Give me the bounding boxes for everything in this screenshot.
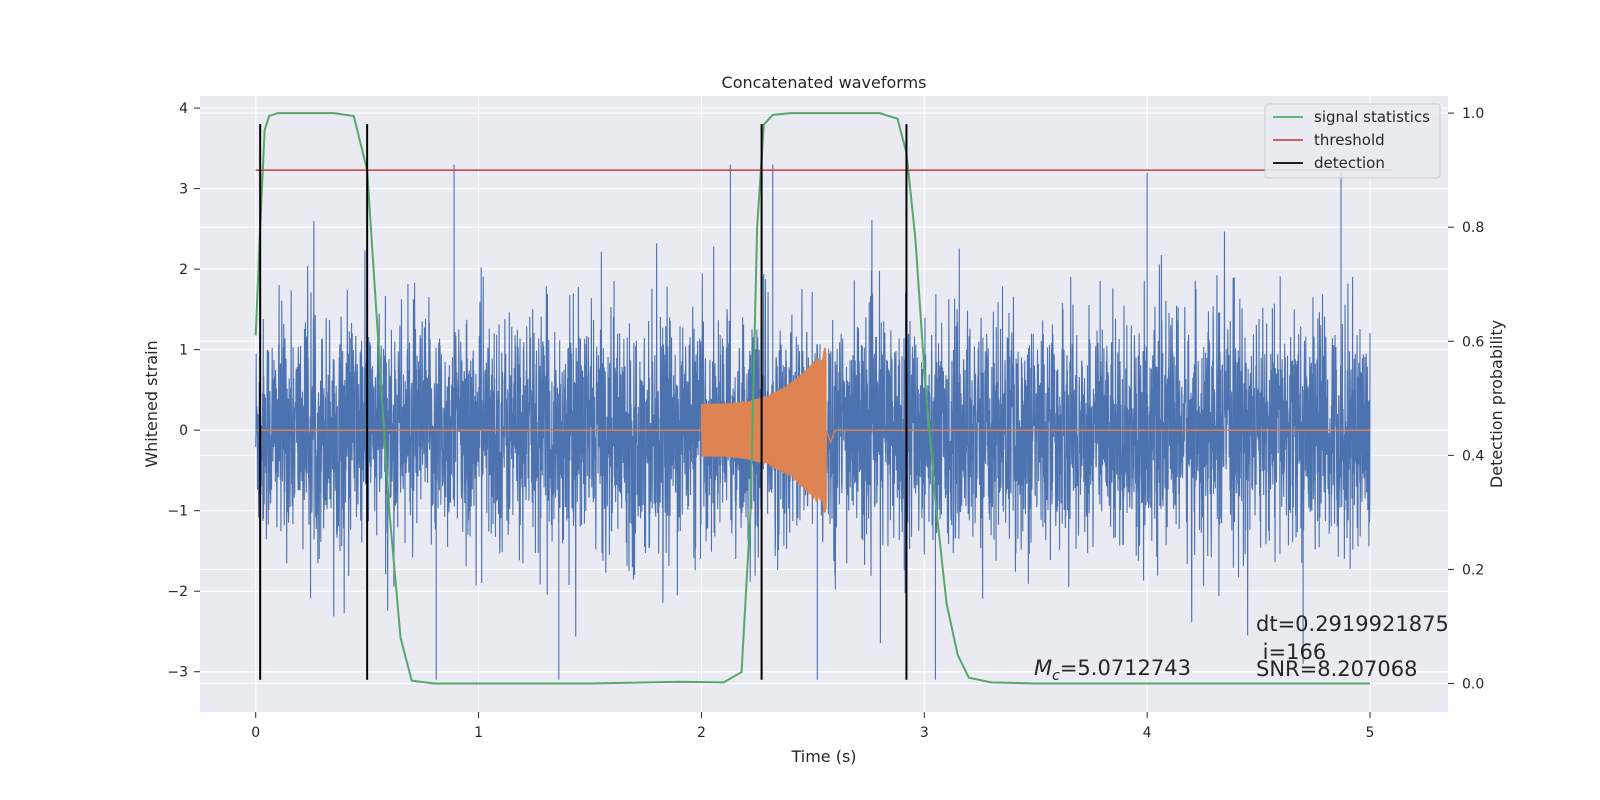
legend-box [1264,103,1441,179]
series-layer [254,112,1393,685]
annotation-snr: SNR=8.207068 [1256,657,1417,681]
legend-label-threshold: threshold [1314,131,1385,149]
legend-label-detection: detection [1314,154,1385,172]
x-tick-label: 0 [251,725,260,741]
y-axis-right-label: Detection probability [1487,320,1506,488]
y-right-tick-label: 0.4 [1462,448,1484,464]
y-left-tick-label: −3 [167,665,188,681]
y-left-tick-label: 3 [179,182,188,198]
annotation-dt: dt=0.2919921875 [1256,612,1449,636]
x-axis-label: Time (s) [790,747,856,766]
annotation-chirp-mass-symbol: M [1034,656,1052,680]
x-tick-label: 5 [1366,725,1375,741]
annotation-chirp-mass: Mc=5.0712743 [1034,656,1191,684]
y-left-tick-label: 0 [179,423,188,439]
y-right-tick-label: 1.0 [1462,106,1484,122]
chart-title: Concatenated waveforms [722,73,927,92]
y-axis-left-label: Whitened strain [142,340,161,467]
annotation-chirp-mass-subscript: c [1052,668,1060,684]
signal-statistics-line [254,112,1370,685]
legend-label-signal-statistics: signal statistics [1314,108,1430,126]
x-tick-label: 1 [474,725,483,741]
annotation-chirp-mass-value: =5.0712743 [1060,656,1191,680]
y-right-tick-label: 0.6 [1462,334,1484,350]
x-tick-label: 4 [1143,725,1152,741]
y-left-tick-label: 1 [179,343,188,359]
y-right-tick-label: 0.2 [1462,562,1484,578]
signal-template-chirp-line [255,347,1370,513]
y-left-tick-label: 2 [179,262,188,278]
axes-layer: 0 1 2 3 4 5 −3 −2 −1 0 1 2 3 4 0.0 0.2 0.4 0.6 0.8 1.0 [167,101,1484,741]
y-left-tick-label: −2 [167,584,188,600]
legend: signal statistics threshold detection [1264,103,1441,179]
y-right-tick-label: 0.8 [1462,220,1484,236]
y-right-tick-label: 0.0 [1462,676,1484,692]
x-tick-label: 2 [697,725,706,741]
y-left-tick-label: −1 [167,504,188,520]
y-left-tick-label: 4 [179,101,188,117]
x-tick-label: 3 [920,725,929,741]
annotation-index: i=166 [1256,640,1326,664]
